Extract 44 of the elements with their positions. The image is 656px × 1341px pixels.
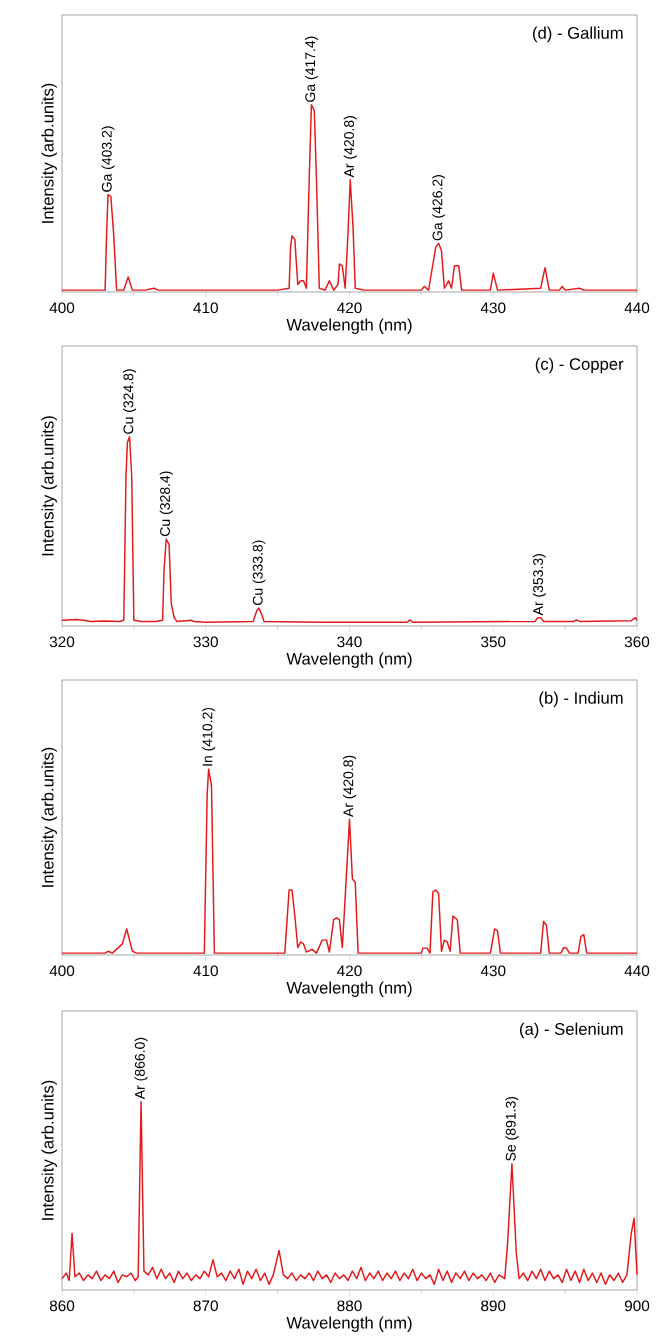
annotation: Ga (426.2): [432, 175, 446, 241]
annotation: Cu (333.8): [252, 540, 266, 606]
chart-title: (d) - Gallium: [533, 26, 623, 43]
annotation: Cu (324.8): [123, 369, 137, 434]
x-tick-label: 420: [337, 965, 362, 977]
annotation: Ar (866.0): [134, 1037, 148, 1100]
x-tick-label: 900: [624, 1300, 650, 1312]
x-axis-title: Wavelength (nm): [286, 318, 412, 334]
x-axis-title: Wavelength (nm): [286, 981, 412, 997]
annotation: Ga (403.2): [101, 126, 115, 192]
x-tick-label: 440: [624, 965, 650, 977]
chart-title: (a) - Selenium: [520, 1022, 623, 1039]
x-tick-label: 860: [49, 1300, 75, 1312]
y-axis-title: Intensity (arb.units): [41, 83, 57, 223]
chart-title: (c) - Copper: [535, 357, 624, 374]
annotation: Ar (353.3): [532, 554, 546, 616]
x-tick-label: 330: [193, 636, 218, 648]
annotation: Se (891.3): [505, 1096, 519, 1161]
x-tick-label: 400: [49, 965, 75, 977]
x-tick-label: 440: [624, 302, 650, 314]
y-axis-title: Intensity (arb.units): [41, 416, 57, 556]
x-tick-label: 890: [481, 1300, 506, 1312]
annotation: Cu (328.4): [159, 471, 173, 536]
annotation: In (410.2): [202, 707, 216, 766]
chart-title: (b) - Indium: [539, 691, 623, 708]
annotation: Ar (420.8): [343, 116, 357, 178]
x-tick-label: 320: [49, 636, 75, 648]
x-axis-title: Wavelength (nm): [286, 652, 412, 668]
x-tick-label: 350: [481, 636, 506, 648]
x-tick-label: 430: [480, 965, 506, 977]
x-tick-label: 400: [49, 302, 75, 314]
x-tick-label: 870: [193, 1300, 218, 1312]
annotation: Ga (417.4): [304, 36, 318, 102]
x-tick-label: 410: [193, 302, 218, 314]
x-tick-label: 340: [337, 636, 362, 648]
x-tick-label: 360: [624, 636, 650, 648]
x-tick-label: 430: [480, 302, 506, 314]
annotation: Ar (420.8): [342, 755, 357, 818]
y-axis-title: Intensity (arb.units): [41, 1080, 57, 1220]
y-axis-title: Intensity (arb.units): [41, 747, 57, 887]
x-tick-label: 420: [337, 302, 362, 314]
x-axis-title: Wavelength (nm): [286, 1316, 412, 1332]
x-tick-label: 410: [193, 965, 218, 977]
x-tick-label: 880: [337, 1300, 362, 1312]
